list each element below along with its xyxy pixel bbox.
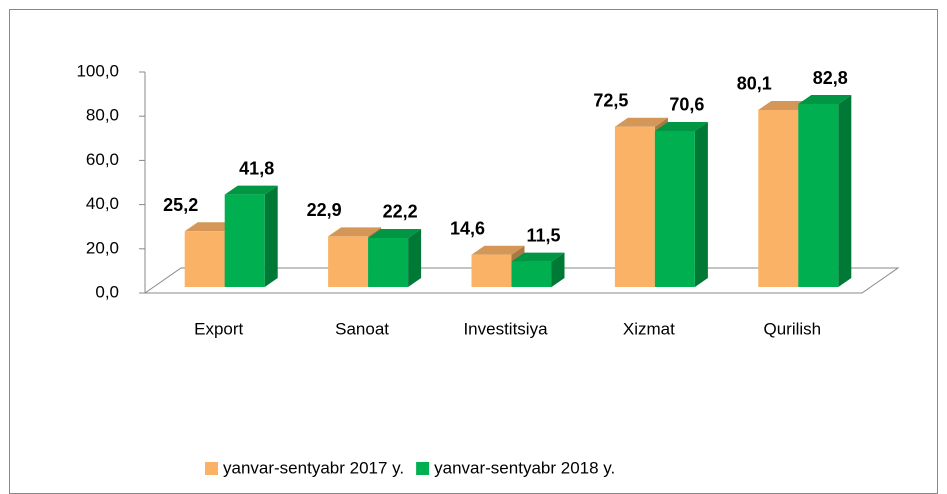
y-tick-label: 20,0 (86, 238, 119, 257)
bar-side (264, 185, 278, 287)
y-tick-label: 60,0 (86, 150, 119, 169)
bar (758, 109, 799, 287)
legend-label: yanvar-sentyabr 2017 y. (223, 458, 404, 477)
bar (654, 130, 695, 287)
bar-top (184, 222, 238, 232)
bar-top (328, 227, 382, 237)
bar-top (471, 245, 525, 255)
bar-top (368, 228, 422, 238)
value-label: 11,5 (526, 225, 560, 245)
value-label: 82,8 (813, 68, 848, 88)
x-tick-label: Export (194, 319, 243, 338)
bar (798, 104, 839, 288)
bar (614, 126, 655, 288)
bar-side (838, 95, 852, 288)
bar (328, 236, 369, 287)
y-tick-label: 40,0 (86, 194, 119, 213)
legend-swatch (416, 462, 430, 475)
value-label: 72,5 (593, 91, 628, 111)
y-tick-label: 0,0 (95, 282, 119, 301)
bar (511, 261, 552, 287)
x-tick-label: Investitsiya (463, 319, 548, 338)
x-tick-label: Qurilish (763, 319, 821, 338)
value-label: 25,2 (163, 195, 198, 215)
value-label: 70,6 (669, 95, 704, 115)
floor (143, 267, 900, 294)
bar (368, 237, 409, 287)
y-tick-label: 100,0 (76, 61, 119, 80)
bar-top (758, 100, 812, 110)
bar (471, 254, 512, 287)
value-label: 22,2 (383, 202, 418, 222)
x-tick-label: Sanoat (335, 319, 389, 338)
bar-top (798, 95, 852, 105)
legend-swatch (205, 462, 218, 475)
y-tick-label: 80,0 (86, 106, 119, 125)
legend-label: yanvar-sentyabr 2018 y. (434, 458, 615, 477)
bar (224, 194, 265, 287)
x-tick-label: Xizmat (623, 319, 675, 338)
bar-side (408, 228, 422, 287)
bar-side (551, 252, 565, 287)
bar (184, 231, 225, 287)
value-label: 41,8 (239, 158, 274, 178)
bar-top (224, 185, 278, 195)
value-label: 22,9 (307, 200, 342, 220)
bar-side (694, 121, 708, 287)
value-label: 14,6 (450, 218, 485, 238)
bar-top (654, 121, 708, 131)
value-label: 80,1 (737, 74, 772, 94)
bar-top (614, 117, 668, 127)
bar-top (511, 252, 565, 262)
